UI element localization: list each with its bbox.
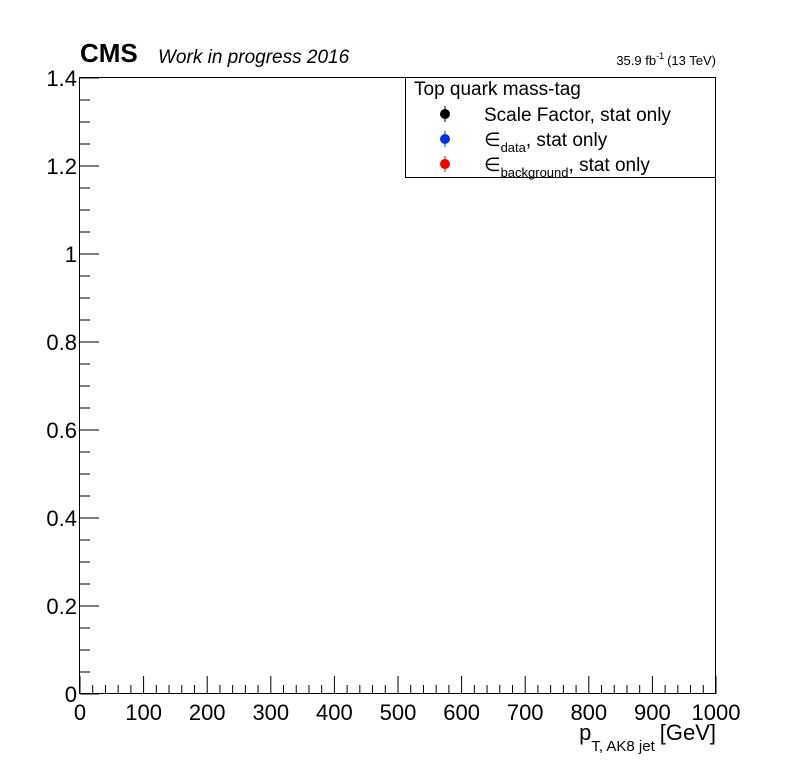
x-tick-label: 0: [74, 700, 86, 725]
legend-entry: Scale Factor, stat only: [440, 105, 671, 126]
y-tick-label: 1: [65, 242, 77, 267]
legend-text: , stat only: [526, 130, 608, 151]
legend-symbol: ∈: [484, 130, 501, 151]
x-tick-label: 200: [189, 700, 226, 725]
lumi-exponent: -1: [656, 51, 664, 61]
x-axis-title-sub: T, AK8 jet: [591, 738, 655, 755]
y-axis: 0 0.2 0.4 0.6 0.8 1 1.2 1.4: [46, 66, 99, 707]
legend-box: [405, 77, 716, 178]
legend-text: , stat only: [569, 155, 651, 176]
legend-subscript: background: [501, 165, 569, 180]
legend: Top quark mass-tag Scale Factor, stat on…: [405, 77, 716, 180]
x-tick-label: 300: [252, 700, 289, 725]
lumi-value: 35.9 fb: [616, 53, 656, 68]
x-tick-label: 100: [125, 700, 162, 725]
x-tick-label: 600: [443, 700, 480, 725]
lumi-label: 35.9 fb-1 (13 TeV): [616, 51, 716, 68]
legend-entry: ∈background, stat only: [440, 155, 650, 180]
x-axis: 0 100 200 300 400 500 600 700 800 900 1000: [74, 676, 741, 725]
legend-marker: [440, 159, 450, 169]
x-tick-label: 900: [634, 700, 671, 725]
legend-entry: ∈data, stat only: [440, 130, 608, 155]
legend-title: Top quark mass-tag: [414, 79, 581, 100]
legend-text: Scale Factor, stat only: [484, 105, 671, 126]
x-axis-title: pT, AK8 jet [GeV]: [579, 720, 716, 755]
y-tick-label: 0.8: [46, 330, 77, 355]
y-tick-label: 1.4: [46, 66, 77, 91]
cms-label: CMS: [80, 38, 138, 68]
x-axis-title-main: p: [579, 720, 591, 745]
x-tick-label: 800: [570, 700, 607, 725]
y-tick-label: 0.2: [46, 594, 77, 619]
legend-marker: [440, 134, 450, 144]
legend-label: Scale Factor, stat only: [484, 105, 671, 126]
legend-entries: Scale Factor, stat only∈data, stat only∈…: [440, 105, 671, 180]
legend-label: ∈data, stat only: [484, 130, 608, 155]
x-tick-label: 400: [316, 700, 353, 725]
lumi-energy: (13 TeV): [667, 53, 716, 68]
x-tick-label: 500: [380, 700, 417, 725]
x-axis-title-unit: [GeV]: [660, 720, 716, 745]
y-tick-label: 1.2: [46, 154, 77, 179]
legend-marker: [440, 109, 450, 119]
x-tick-label: 1000: [692, 700, 741, 725]
y-tick-label: 0: [65, 682, 77, 707]
legend-subscript: data: [501, 140, 527, 155]
y-tick-label: 0.4: [46, 506, 77, 531]
legend-label: ∈background, stat only: [484, 155, 650, 180]
legend-symbol: ∈: [484, 155, 501, 176]
x-tick-label: 700: [507, 700, 544, 725]
status-label: Work in progress 2016: [158, 47, 350, 68]
y-tick-label: 0.6: [46, 418, 77, 443]
